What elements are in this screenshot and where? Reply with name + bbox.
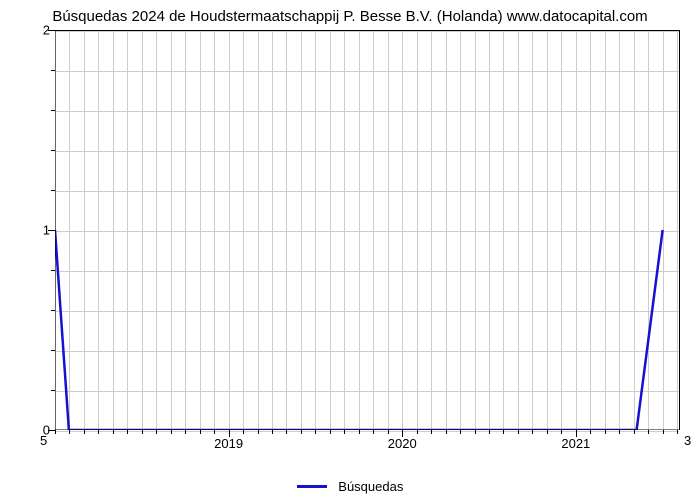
y-axis-minor-tick — [51, 350, 55, 351]
series-line — [55, 230, 663, 430]
x-axis-minor-tick — [258, 430, 259, 434]
y-axis-tick — [48, 30, 55, 31]
x-axis-minor-tick — [84, 430, 85, 434]
x-axis-minor-tick — [460, 430, 461, 434]
x-axis-minor-tick — [619, 430, 620, 434]
x-axis-minor-tick — [475, 430, 476, 434]
x-axis-minor-tick — [677, 430, 678, 434]
y-axis-minor-tick — [51, 390, 55, 391]
corner-label-bottom-right: 3 — [684, 433, 691, 448]
y-axis-minor-tick — [51, 190, 55, 191]
x-axis-tick-label: 2019 — [214, 436, 243, 451]
x-axis-tick — [576, 430, 577, 437]
x-axis-minor-tick — [388, 430, 389, 434]
legend: Búsquedas — [0, 478, 700, 494]
x-axis-minor-tick — [330, 430, 331, 434]
y-axis-minor-tick — [51, 70, 55, 71]
x-axis-minor-tick — [532, 430, 533, 434]
x-axis-minor-tick — [142, 430, 143, 434]
y-axis-tick-label: 2 — [10, 23, 50, 38]
y-axis-tick-label: 1 — [10, 223, 50, 238]
gridline-horizontal — [55, 431, 679, 432]
x-axis-minor-tick — [113, 430, 114, 434]
x-axis-minor-tick — [315, 430, 316, 434]
y-axis-minor-tick — [51, 110, 55, 111]
x-axis-minor-tick — [561, 430, 562, 434]
x-axis-minor-tick — [214, 430, 215, 434]
x-axis-minor-tick — [417, 430, 418, 434]
x-axis-minor-tick — [55, 430, 56, 434]
y-axis-minor-tick — [51, 310, 55, 311]
x-axis-tick-label: 2020 — [388, 436, 417, 451]
x-axis-minor-tick — [605, 430, 606, 434]
y-axis-tick — [48, 230, 55, 231]
x-axis-minor-tick — [171, 430, 172, 434]
x-axis-minor-tick — [286, 430, 287, 434]
y-axis-minor-tick — [51, 270, 55, 271]
x-axis-tick-label: 2021 — [561, 436, 590, 451]
x-axis-minor-tick — [373, 430, 374, 434]
x-axis-minor-tick — [344, 430, 345, 434]
x-axis-minor-tick — [156, 430, 157, 434]
x-axis-minor-tick — [634, 430, 635, 434]
chart-container: Búsquedas 2024 de Houdstermaatschappij P… — [0, 0, 700, 500]
x-axis-minor-tick — [272, 430, 273, 434]
x-axis-minor-tick — [503, 430, 504, 434]
x-axis-tick — [402, 430, 403, 437]
x-axis-tick — [229, 430, 230, 437]
x-axis-minor-tick — [185, 430, 186, 434]
x-axis-minor-tick — [359, 430, 360, 434]
x-axis-minor-tick — [69, 430, 70, 434]
x-axis-minor-tick — [590, 430, 591, 434]
x-axis-minor-tick — [489, 430, 490, 434]
x-axis-minor-tick — [663, 430, 664, 434]
chart-title: Búsquedas 2024 de Houdstermaatschappij P… — [0, 8, 700, 25]
legend-label: Búsquedas — [338, 479, 403, 494]
x-axis-minor-tick — [98, 430, 99, 434]
x-axis-minor-tick — [243, 430, 244, 434]
x-axis-minor-tick — [301, 430, 302, 434]
legend-swatch — [297, 485, 327, 488]
x-axis-minor-tick — [127, 430, 128, 434]
x-axis-minor-tick — [648, 430, 649, 434]
x-axis-minor-tick — [446, 430, 447, 434]
y-axis-tick-label: 0 — [10, 423, 50, 438]
x-axis-minor-tick — [518, 430, 519, 434]
line-series — [55, 30, 680, 430]
y-axis-minor-tick — [51, 150, 55, 151]
x-axis-minor-tick — [431, 430, 432, 434]
x-axis-minor-tick — [547, 430, 548, 434]
y-axis-tick — [48, 430, 55, 431]
x-axis-minor-tick — [200, 430, 201, 434]
